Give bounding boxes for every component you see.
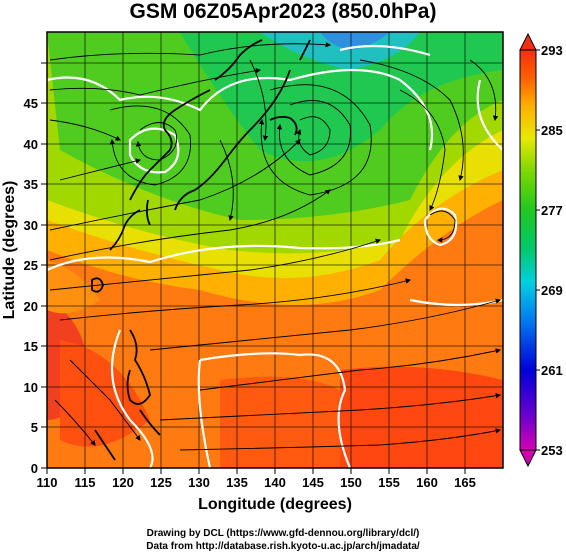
x-tick-label: 150 bbox=[340, 475, 362, 490]
colorbar-label: 269 bbox=[541, 283, 563, 298]
x-tick-label: 145 bbox=[302, 475, 324, 490]
x-tick-label: 115 bbox=[75, 475, 96, 490]
colorbar-min-triangle bbox=[519, 449, 537, 468]
y-tick-label: 40 bbox=[24, 137, 38, 152]
y-tick-label: 0 bbox=[31, 461, 38, 476]
y-axis-title: Latitude (degrees) bbox=[1, 181, 18, 320]
data-source-credit: Data from http://database.rish.kyoto-u.a… bbox=[146, 541, 420, 552]
y-tick-label: 20 bbox=[24, 299, 38, 314]
y-tick-label: 10 bbox=[24, 380, 38, 395]
x-tick-label: 155 bbox=[378, 475, 400, 490]
x-tick-label: 130 bbox=[188, 475, 210, 490]
drawing-credit: Drawing by DCL (https://www.gfd-dennou.o… bbox=[146, 528, 420, 539]
x-tick-label: 125 bbox=[150, 475, 172, 490]
wind-streamlines bbox=[49, 41, 502, 451]
isotherm-contours bbox=[47, 44, 503, 468]
y-tick-label: 35 bbox=[24, 177, 38, 192]
x-axis: 110 115 120 125 130 135 140 145 150 155 … bbox=[37, 468, 476, 513]
x-tick-label: 160 bbox=[416, 475, 438, 490]
colorbar-scale bbox=[519, 49, 537, 451]
y-tick-label: 30 bbox=[24, 218, 38, 233]
y-tick-label: 45 bbox=[24, 96, 38, 111]
y-tick-label: 25 bbox=[24, 258, 38, 273]
colorbar-max-triangle bbox=[519, 32, 537, 51]
x-tick-label: 135 bbox=[226, 475, 248, 490]
colorbar-label: 277 bbox=[541, 203, 563, 218]
x-tick-label: 120 bbox=[112, 475, 134, 490]
x-tick-label: 140 bbox=[264, 475, 286, 490]
colorbar: 293 285 277 269 261 253 bbox=[519, 32, 563, 468]
colorbar-label: 293 bbox=[541, 43, 563, 58]
coastlines bbox=[91, 39, 311, 461]
y-tick-label: 5 bbox=[31, 420, 38, 435]
x-tick-label: 165 bbox=[454, 475, 476, 490]
map-title: GSM 06Z05Apr2023 (850.0hPa) bbox=[129, 0, 437, 23]
colorbar-label: 261 bbox=[541, 363, 563, 378]
colorbar-label: 285 bbox=[541, 123, 563, 138]
x-axis-title: Longitude (degrees) bbox=[198, 496, 352, 513]
x-tick-label: 110 bbox=[37, 475, 58, 490]
colorbar-label: 253 bbox=[541, 443, 563, 458]
y-tick-label: 15 bbox=[24, 339, 38, 354]
y-axis: 0 5 10 15 20 25 30 35 40 45 Latitude (de… bbox=[1, 62, 47, 476]
